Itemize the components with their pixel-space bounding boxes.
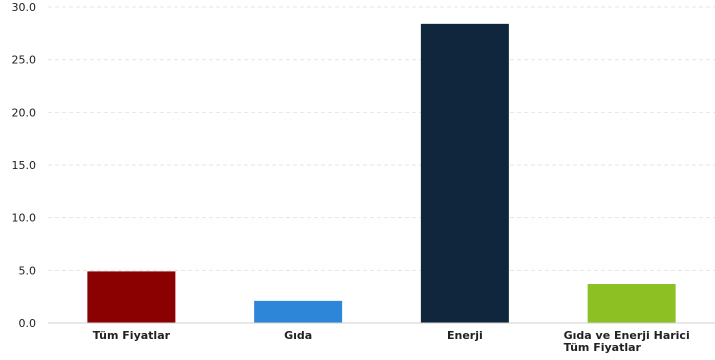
bars: [87, 23, 676, 323]
y-tick-label: 0.0: [19, 317, 37, 330]
x-axis-labels: Tüm Fiyatlar Gıda Enerji Gıda ve Enerji Har…: [93, 329, 690, 354]
y-tick-label: 30.0: [12, 1, 37, 14]
x-tick-label: Gıda: [284, 329, 312, 342]
y-tick-label: 5.0: [19, 264, 37, 277]
bar: [587, 284, 676, 323]
bar: [420, 23, 509, 323]
y-tick-label: 20.0: [12, 106, 37, 119]
y-tick-label: 10.0: [12, 212, 37, 225]
bar: [254, 300, 343, 323]
x-tick-label: Tüm Fiyatlar: [93, 329, 171, 342]
grid-lines: [48, 6, 715, 271]
y-tick-label: 25.0: [12, 54, 37, 67]
x-tick-label: Gıda ve Enerji Harici Tüm Fiyatlar: [564, 329, 690, 354]
x-tick-label: Enerji: [447, 329, 483, 342]
y-axis-ticks: 0.0 5.0 10.0 15.0 20.0 25.0 30.0: [12, 1, 37, 330]
y-tick-label: 15.0: [12, 159, 37, 172]
bar: [87, 271, 176, 323]
